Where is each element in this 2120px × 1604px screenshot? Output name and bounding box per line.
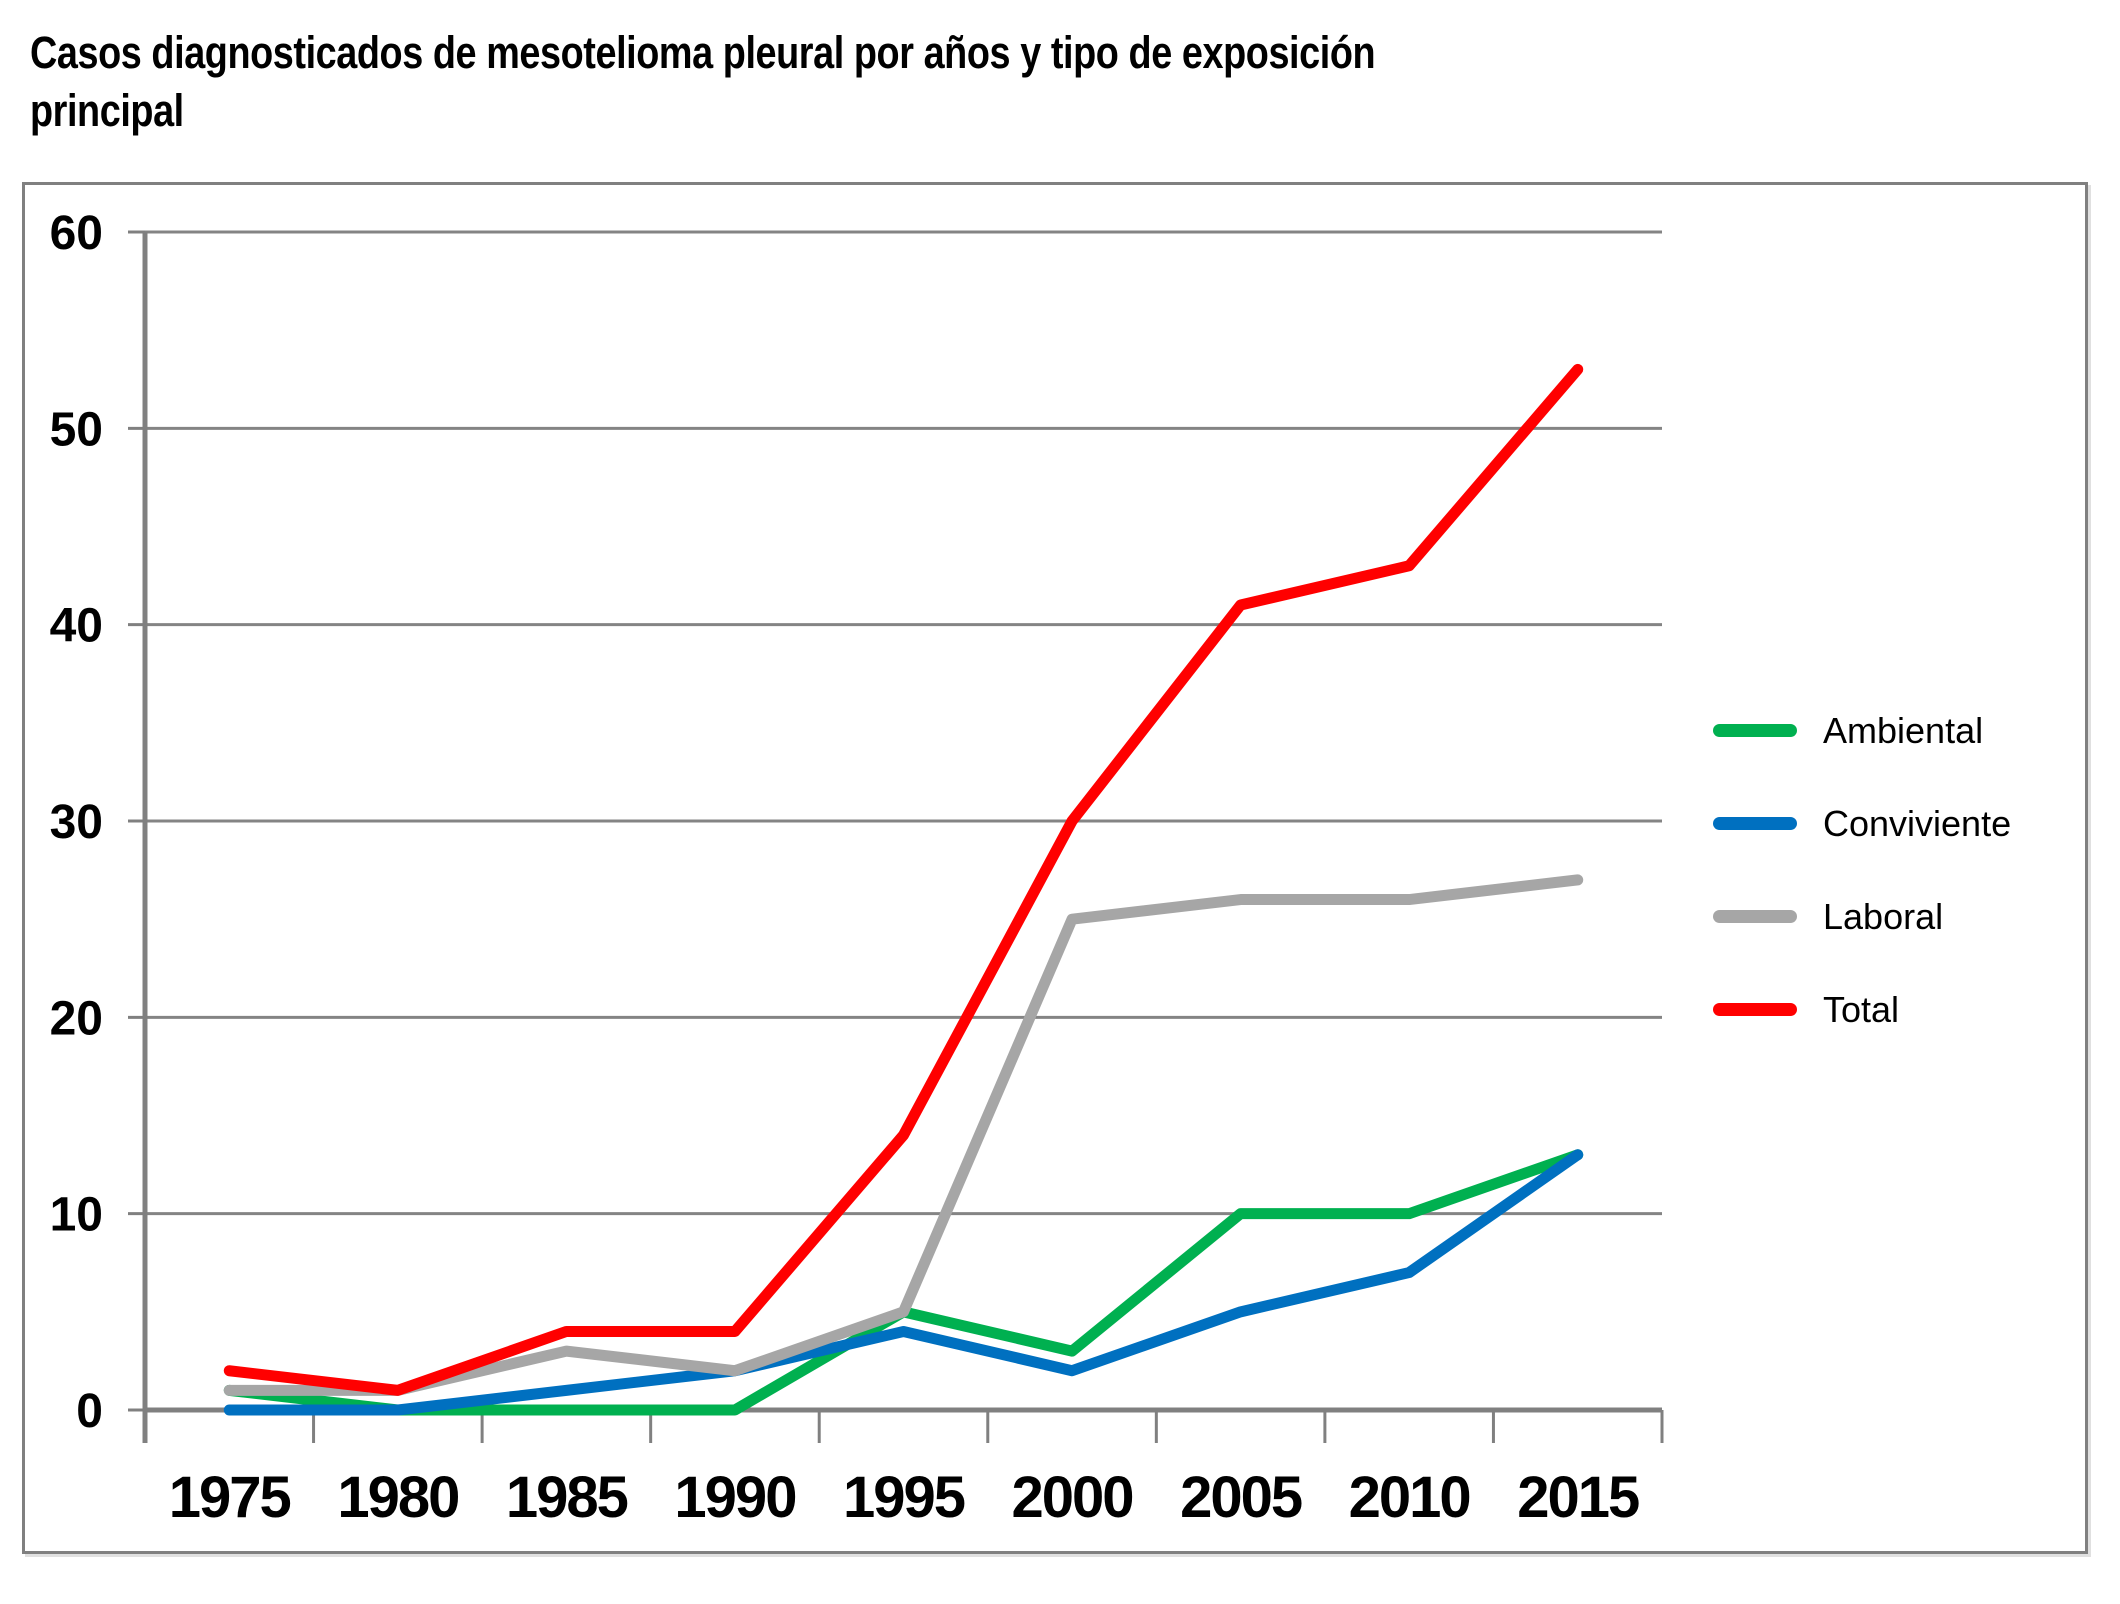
series-line-total	[223, 363, 1584, 1396]
xtick-label-2015: 2015	[1517, 1465, 1639, 1530]
xtick-label-2010: 2010	[1349, 1465, 1470, 1530]
ytick-label-50: 50	[50, 403, 103, 456]
legend-item-ambiental: Ambiental	[1713, 684, 2011, 777]
chart-title: Casos diagnosticados de mesotelioma pleu…	[30, 27, 1376, 136]
legend-label-conviviente: Conviviente	[1823, 802, 2012, 844]
legend-item-total: Total	[1713, 963, 2011, 1056]
xtick-label-2000: 2000	[1012, 1465, 1133, 1530]
ytick-label-30: 30	[50, 796, 103, 849]
ytick-label-60: 60	[50, 207, 103, 260]
legend-swatch-ambiental	[1713, 724, 1797, 737]
legend-swatch-total	[1713, 1003, 1797, 1016]
chart-frame	[22, 182, 2088, 1554]
series-line-laboral	[223, 874, 1584, 1396]
legend-swatch-conviviente	[1713, 817, 1797, 830]
legend-item-conviviente: Conviviente	[1713, 777, 2011, 870]
legend-label-ambiental: Ambiental	[1823, 709, 1984, 751]
xtick-label-1985: 1985	[506, 1465, 628, 1530]
ytick-label-10: 10	[50, 1189, 103, 1242]
xtick-label-1980: 1980	[337, 1465, 458, 1530]
xtick-label-1995: 1995	[843, 1465, 965, 1530]
legend-swatch-laboral	[1713, 910, 1797, 923]
xtick-label-1990: 1990	[674, 1465, 795, 1530]
xtick-label-2005: 2005	[1180, 1465, 1302, 1530]
legend-item-laboral: Laboral	[1713, 870, 2011, 963]
ytick-label-0: 0	[76, 1385, 103, 1438]
legend-label-total: Total	[1823, 988, 1900, 1030]
ytick-label-40: 40	[50, 600, 103, 653]
xtick-label-1975: 1975	[169, 1465, 291, 1530]
legend-label-laboral: Laboral	[1823, 895, 1944, 937]
legend: Ambiental Conviviente Laboral Total	[1713, 684, 2011, 1056]
ytick-label-20: 20	[50, 992, 103, 1045]
series-line-conviviente	[223, 1149, 1584, 1416]
